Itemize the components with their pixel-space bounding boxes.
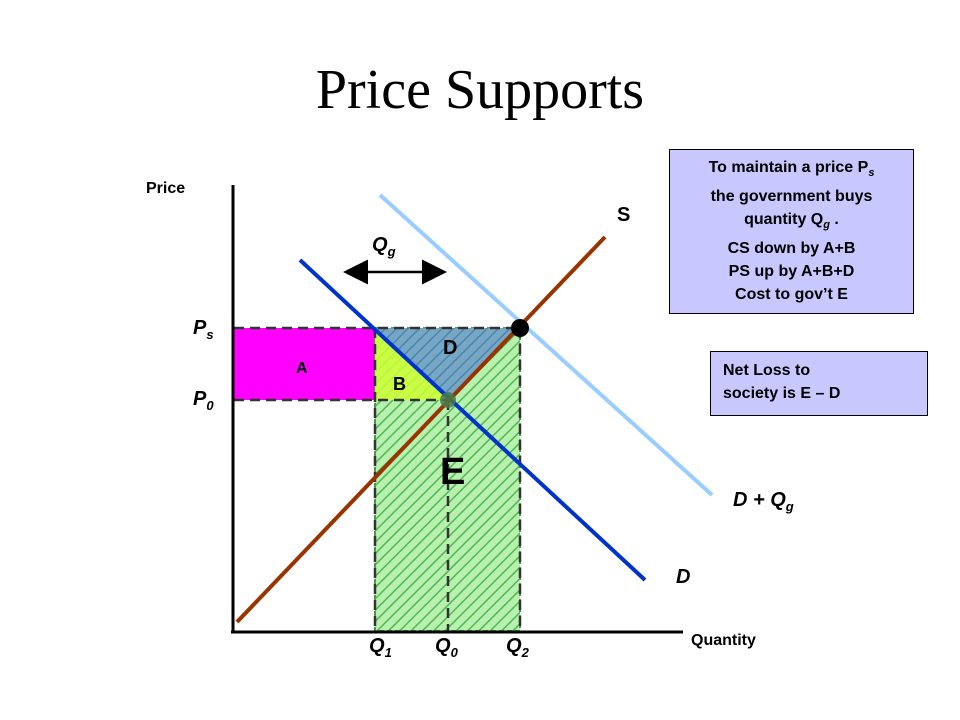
demand-label: D: [676, 566, 690, 588]
x-axis-label: Quantity: [691, 632, 756, 649]
area-e-label: E: [440, 451, 465, 493]
price-support-info-box: To maintain a price Ps the government bu…: [669, 149, 914, 314]
equilibrium-point-q2: [511, 319, 529, 337]
q1-label: Q1: [369, 635, 392, 660]
supply-curve: [235, 235, 607, 624]
p0-label: P0: [193, 388, 214, 413]
q0-label: Q0: [435, 635, 459, 660]
equilibrium-point-q0: [440, 392, 456, 408]
area-b-label: B: [393, 374, 406, 394]
q2-label: Q2: [506, 635, 530, 660]
y-axis-label: Price: [146, 180, 185, 197]
demand-plus-gov-curve: [378, 193, 714, 497]
area-a: [234, 328, 375, 400]
demand-curve: [298, 258, 647, 582]
net-loss-line-1: Net Loss to: [723, 362, 811, 379]
info-line-4: CS down by A+B: [727, 240, 856, 258]
area-d-label: D: [443, 337, 457, 359]
supply-label: S: [617, 204, 630, 226]
net-loss-line-2: society is E – D: [723, 385, 841, 402]
area-a-label: A: [296, 360, 308, 377]
area-d: [375, 328, 520, 400]
qg-label: Qg: [372, 234, 396, 259]
info-line-3: quantity Qg .: [744, 211, 839, 232]
net-loss-box: Net Loss to society is E – D: [710, 351, 928, 416]
page-title: Price Supports: [315, 59, 645, 121]
info-line-1: To maintain a price Ps: [708, 159, 875, 180]
info-line-5: PS up by A+B+D: [728, 263, 855, 281]
info-line-2: the government buys: [710, 188, 873, 206]
info-line-6: Cost to gov’t E: [735, 286, 848, 304]
ps-label: Ps: [193, 317, 214, 342]
demand-plus-gov-label: D + Qg: [733, 489, 794, 514]
